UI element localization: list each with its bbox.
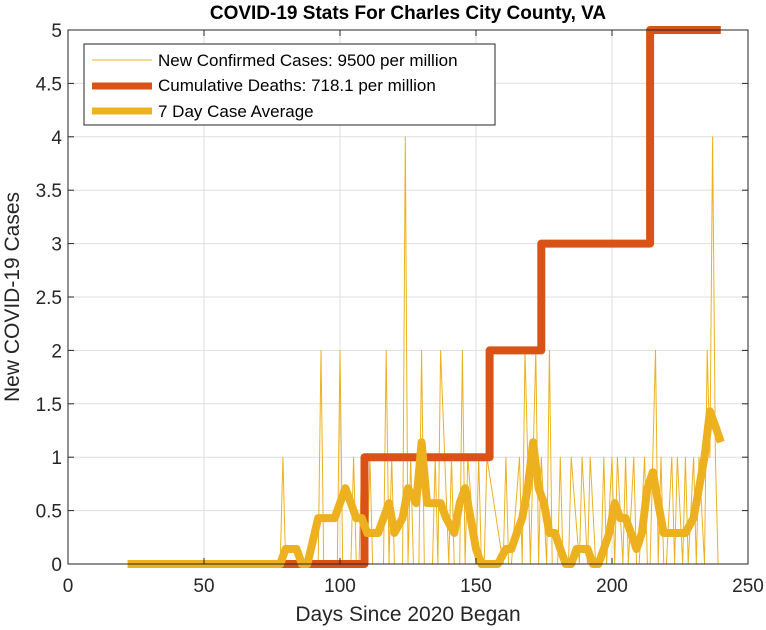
ticks: 0 50 100 150 200 250 0 0.5 1 1.5 2 2.5 3 3.5 4 4.5 5 (36, 21, 764, 597)
legend-label-cumulative-deaths: Cumulative Deaths: 718.1 per million (158, 76, 436, 95)
legend-label-7-day-average: 7 Day Case Average (158, 102, 314, 121)
y-tick-label-0: 0 (51, 555, 62, 576)
y-tick-label-6: 3 (51, 235, 62, 256)
x-axis-label: Days Since 2020 Began (295, 603, 520, 626)
legend: New Confirmed Cases: 9500 per million Cu… (83, 43, 496, 126)
legend-box (83, 43, 496, 126)
x-tick-label-1: 50 (193, 576, 214, 597)
y-tick-label-5: 2.5 (36, 288, 62, 309)
y-tick-label-3: 1.5 (36, 395, 62, 416)
y-tick-label-2: 1 (51, 448, 62, 469)
y-tick-label-4: 2 (51, 341, 62, 362)
y-tick-label-9: 4.5 (36, 74, 62, 95)
y-tick-label-1: 0.5 (36, 502, 62, 523)
chart-title: COVID-19 Stats For Charles City County, … (210, 3, 607, 24)
series-cumulative-deaths-line (127, 26, 721, 568)
x-tick-label-3: 150 (460, 576, 492, 597)
y-tick-label-8: 4 (51, 128, 62, 149)
y-axis-label: New COVID-19 Cases (1, 192, 24, 402)
legend-label-new-cases: New Confirmed Cases: 9500 per million (158, 51, 458, 70)
x-tick-label-5: 250 (732, 576, 764, 597)
x-tick-label-0: 0 (63, 576, 74, 597)
series-layer (127, 26, 725, 568)
y-tick-label-7: 3.5 (36, 181, 62, 202)
y-tick-label-10: 5 (51, 21, 62, 42)
series-7-day-average-line (127, 407, 725, 568)
x-tick-label-4: 200 (596, 576, 628, 597)
x-tick-label-2: 100 (324, 576, 356, 597)
